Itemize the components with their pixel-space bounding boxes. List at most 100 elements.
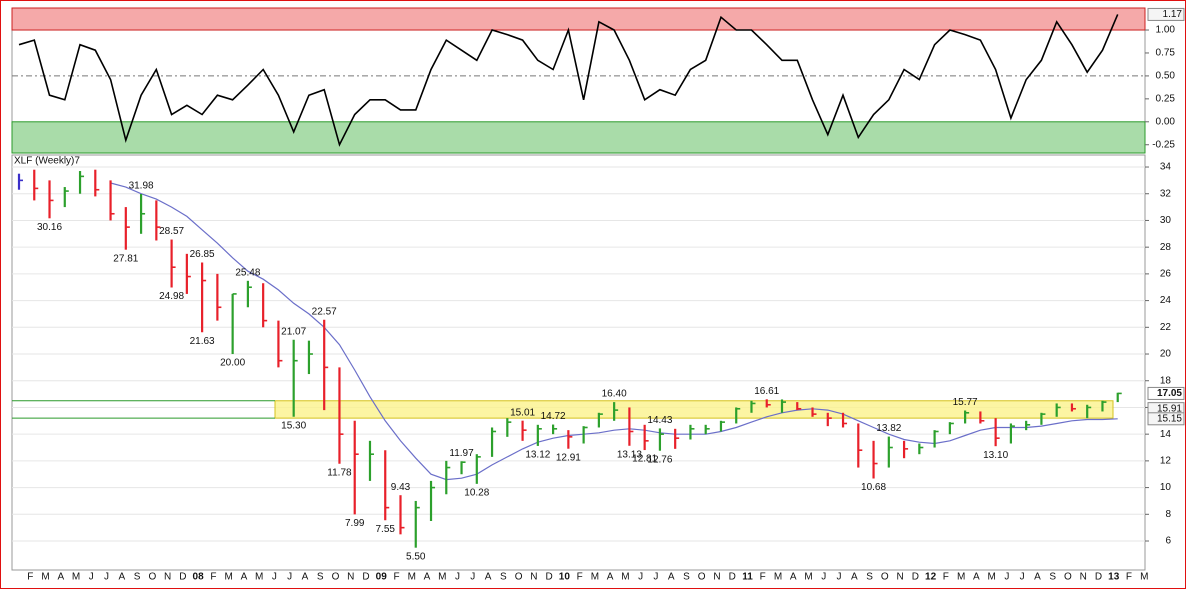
x-tick-label: A bbox=[973, 572, 980, 583]
moving-average bbox=[110, 182, 1118, 481]
x-tick-label: J bbox=[1004, 572, 1009, 583]
x-tick-label: O bbox=[1064, 572, 1072, 583]
x-tick-label: A bbox=[485, 572, 492, 583]
indicator-tick-label: 0.50 bbox=[1156, 71, 1176, 82]
x-tick-label: N bbox=[347, 572, 354, 583]
x-tick-label: J bbox=[287, 572, 292, 583]
x-tick-label: O bbox=[881, 572, 889, 583]
value-box bbox=[1147, 412, 1185, 426]
high-label: 31.98 bbox=[129, 181, 154, 192]
x-tick-label: O bbox=[515, 572, 523, 583]
x-tick-label: F bbox=[27, 572, 33, 583]
x-tick-label: D bbox=[729, 572, 736, 583]
x-tick-label: M bbox=[408, 572, 416, 583]
low-label: 24.98 bbox=[159, 291, 184, 302]
x-tick-label: 12 bbox=[925, 572, 937, 583]
x-tick-label: S bbox=[134, 572, 141, 583]
x-tick-label: S bbox=[683, 572, 690, 583]
high-label: 22.57 bbox=[312, 306, 337, 317]
indicator-zone bbox=[11, 7, 1146, 31]
x-tick-label: N bbox=[896, 572, 903, 583]
x-tick-label: J bbox=[272, 572, 277, 583]
y-tick-label: 18 bbox=[1160, 375, 1172, 386]
x-tick-label: J bbox=[653, 572, 658, 583]
x-tick-label: M bbox=[1140, 572, 1148, 583]
x-tick-label: D bbox=[1095, 572, 1102, 583]
x-tick-label: J bbox=[470, 572, 475, 583]
y-tick-label: 14 bbox=[1160, 429, 1172, 440]
x-tick-label: 11 bbox=[742, 572, 753, 583]
x-tick-label: 10 bbox=[559, 572, 571, 583]
y-tick-label: 20 bbox=[1160, 349, 1172, 360]
low-label: 13.12 bbox=[525, 450, 550, 461]
x-tick-label: N bbox=[713, 572, 720, 583]
indicator-line bbox=[18, 14, 1119, 147]
x-tick-label: O bbox=[332, 572, 340, 583]
high-label: 14.43 bbox=[647, 415, 672, 426]
x-tick-label: M bbox=[774, 572, 782, 583]
x-tick-label: D bbox=[912, 572, 919, 583]
x-tick-label: J bbox=[821, 572, 826, 583]
indicator-tick-label: 0.25 bbox=[1156, 93, 1176, 104]
value-box bbox=[1147, 7, 1185, 21]
x-tick-label: A bbox=[424, 572, 431, 583]
low-label: 20.00 bbox=[220, 358, 245, 369]
x-tick-label: 09 bbox=[376, 572, 388, 583]
x-tick-label: N bbox=[164, 572, 171, 583]
x-tick-label: A bbox=[241, 572, 248, 583]
y-tick-label: 10 bbox=[1160, 482, 1172, 493]
high-label: 14.72 bbox=[541, 411, 566, 422]
x-tick-label: S bbox=[500, 572, 507, 583]
low-label: 13.13 bbox=[617, 449, 642, 460]
x-tick-label: M bbox=[591, 572, 599, 583]
y-tick-label: 24 bbox=[1160, 295, 1172, 306]
high-label: 21.07 bbox=[281, 326, 306, 337]
x-tick-label: A bbox=[57, 572, 64, 583]
high-label: 26.85 bbox=[190, 249, 215, 260]
low-label: 10.68 bbox=[861, 482, 886, 493]
x-tick-label: 08 bbox=[193, 572, 205, 583]
x-tick-label: O bbox=[148, 572, 156, 583]
low-label: 12.76 bbox=[647, 454, 672, 465]
x-tick-label: S bbox=[866, 572, 873, 583]
x-tick-label: M bbox=[957, 572, 965, 583]
low-label: 30.16 bbox=[37, 222, 62, 233]
value-box-label: 15.15 bbox=[1157, 413, 1182, 424]
value-box-label: 1.17 bbox=[1163, 9, 1183, 20]
low-label: 7.99 bbox=[345, 518, 365, 529]
y-tick-label: 6 bbox=[1165, 536, 1171, 547]
x-tick-label: M bbox=[41, 572, 49, 583]
plot-layer: 1.000.750.500.250.00-0.25681012141618202… bbox=[11, 7, 1176, 583]
low-label: 11.78 bbox=[327, 467, 352, 478]
x-tick-label: J bbox=[837, 572, 842, 583]
y-tick-label: 8 bbox=[1165, 509, 1171, 520]
low-label: 13.10 bbox=[983, 450, 1008, 461]
y-tick-label: 26 bbox=[1160, 269, 1172, 280]
low-label: 27.81 bbox=[113, 253, 138, 264]
x-tick-label: A bbox=[302, 572, 309, 583]
x-tick-label: J bbox=[1020, 572, 1025, 583]
high-label: 28.57 bbox=[159, 226, 184, 237]
high-label: 13.82 bbox=[876, 423, 901, 434]
y-tick-label: 34 bbox=[1160, 162, 1172, 173]
x-tick-label: A bbox=[668, 572, 675, 583]
x-tick-label: D bbox=[545, 572, 552, 583]
x-tick-label: M bbox=[255, 572, 263, 583]
x-tick-label: M bbox=[987, 572, 995, 583]
x-tick-label: J bbox=[455, 572, 460, 583]
highlight-zone bbox=[274, 400, 1114, 419]
x-tick-label: A bbox=[851, 572, 858, 583]
indicator-tick-label: 0.00 bbox=[1156, 116, 1176, 127]
x-tick-label: F bbox=[943, 572, 949, 583]
x-tick-label: N bbox=[530, 572, 537, 583]
y-tick-label: 28 bbox=[1160, 242, 1172, 253]
low-label: 7.55 bbox=[376, 524, 396, 535]
low-label: 10.28 bbox=[464, 487, 489, 498]
x-tick-label: S bbox=[317, 572, 324, 583]
indicator-tick-label: 0.75 bbox=[1156, 48, 1176, 59]
x-tick-label: M bbox=[621, 572, 629, 583]
x-tick-label: F bbox=[393, 572, 399, 583]
low-label: 5.50 bbox=[406, 551, 426, 562]
high-label: 25.48 bbox=[235, 267, 260, 278]
